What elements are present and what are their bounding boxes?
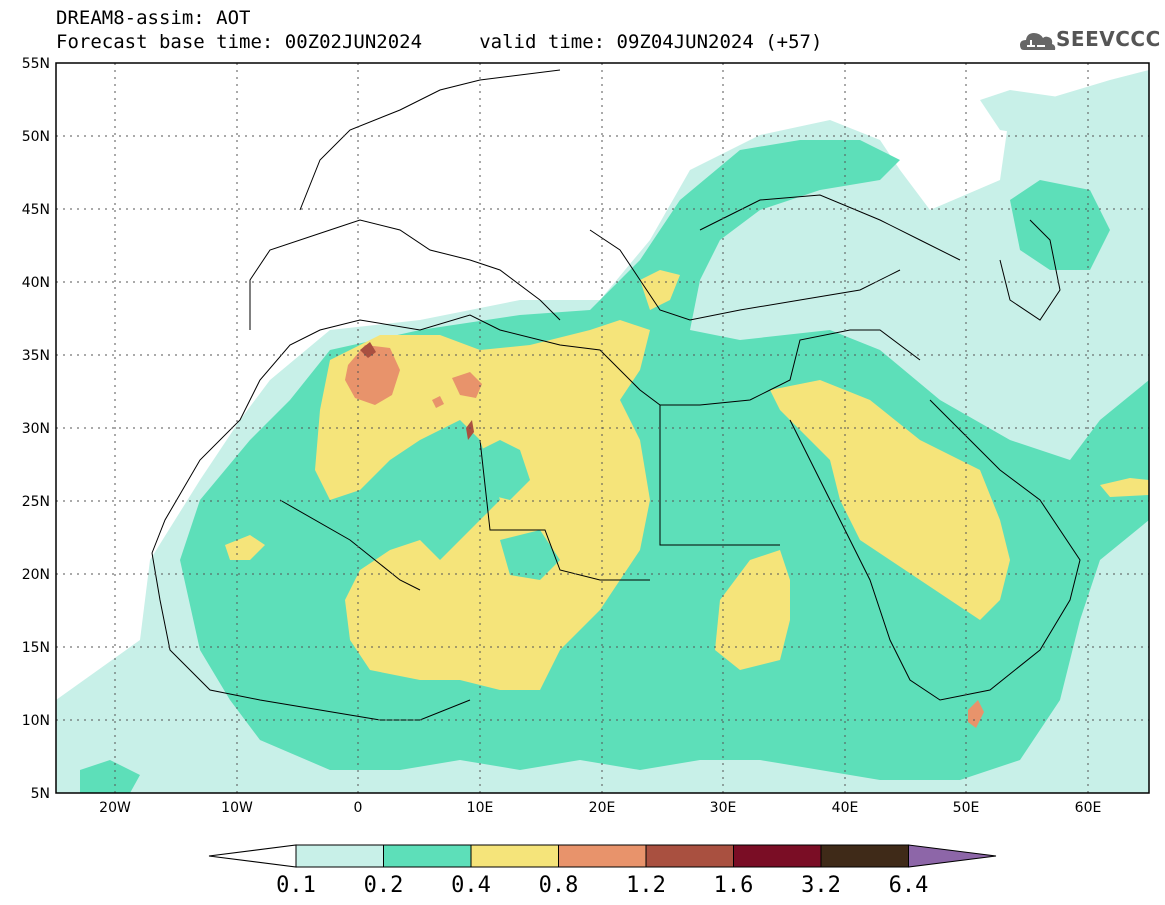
lat-tick-label: 45N (22, 202, 50, 218)
colorbar-label: 3.2 (801, 873, 841, 898)
colorbar-swatch (645, 844, 734, 868)
lon-tick-label: 20E (589, 800, 616, 816)
lon-tick-label: 10W (221, 800, 253, 816)
coastlines (151, 69, 1081, 721)
cloud-icon (1020, 33, 1056, 50)
colorbar-swatch (558, 844, 647, 868)
lat-tick-label: 40N (22, 275, 50, 291)
lon-tick-label: 50E (953, 800, 980, 816)
lon-tick-label: 10E (467, 800, 494, 816)
lat-tick-label: 55N (22, 56, 50, 72)
lon-tick-label: 60E (1075, 800, 1102, 816)
colorbar-under-arrow (208, 844, 297, 868)
lon-tick-label: 30E (710, 800, 737, 816)
forecast-times: Forecast base time: 00Z02JUN2024 valid t… (56, 31, 823, 53)
lon-tick-label: 40E (832, 800, 859, 816)
colorbar-over-arrow (908, 844, 997, 868)
colorbar-label: 0.4 (451, 873, 491, 898)
colorbar-label: 0.8 (539, 873, 579, 898)
aot-field (56, 70, 1149, 793)
colorbar-swatch (820, 844, 909, 868)
colorbar-label: 1.2 (626, 873, 666, 898)
logo-text: SEEVCCC (1056, 27, 1161, 51)
colorbar-swatch (733, 844, 822, 868)
lat-tick-label: 5N (31, 786, 50, 802)
colorbar-label: 0.2 (364, 873, 404, 898)
colorbar-label: 1.6 (714, 873, 754, 898)
lon-axis: 20W 10W 0 10E 20E 30E 40E 50E 60E (99, 800, 1101, 816)
lon-tick-label: 20W (99, 800, 131, 816)
colorbar-label: 0.1 (276, 873, 316, 898)
lat-tick-label: 10N (22, 713, 50, 729)
lat-tick-label: 50N (22, 129, 50, 145)
lat-tick-label: 30N (22, 421, 50, 437)
colorbar: 0.1 0.2 0.4 0.8 1.2 1.6 3.2 6.4 (208, 844, 997, 898)
grid-lines (56, 63, 1149, 793)
colorbar-label: 6.4 (889, 873, 929, 898)
colorbar-swatch (470, 844, 559, 868)
lat-tick-label: 15N (22, 640, 50, 656)
lat-axis: 55N 50N 45N 40N 35N 30N 25N 20N 15N 10N … (22, 56, 50, 802)
colorbar-swatch (295, 844, 384, 868)
lat-tick-label: 20N (22, 567, 50, 583)
lon-tick-label: 0 (354, 800, 363, 816)
map-title: DREAM8-assim: AOT (56, 7, 251, 29)
map-frame (55, 62, 1150, 794)
colorbar-swatch (383, 844, 472, 868)
lat-tick-label: 35N (22, 348, 50, 364)
lat-tick-label: 25N (22, 494, 50, 510)
